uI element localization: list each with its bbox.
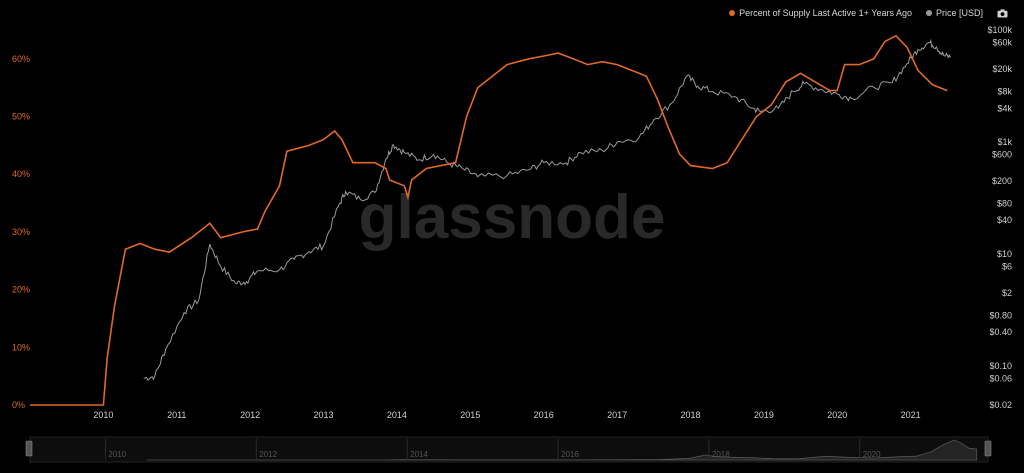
legend-price-label: Price [USD] xyxy=(935,8,983,18)
right-tick-label: $0.10 xyxy=(989,361,1012,371)
navigator-tick-label: 2016 xyxy=(561,450,579,459)
left-tick-label: 20% xyxy=(12,285,30,295)
right-tick-label: $60k xyxy=(992,37,1012,47)
navigator-left-handle[interactable] xyxy=(25,440,33,457)
navigator-right-handle[interactable] xyxy=(984,440,992,457)
right-tick-label: $0.02 xyxy=(989,400,1012,410)
left-axis: 0% 10% 20% 30% 40% 50% 60% xyxy=(12,54,30,410)
navigator-series xyxy=(146,439,978,461)
right-tick-label: $20k xyxy=(992,64,1012,74)
x-tick-label: 2019 xyxy=(754,410,774,420)
x-tick-label: 2010 xyxy=(93,410,113,420)
right-tick-label: $6 xyxy=(1002,261,1012,271)
x-tick-label: 2014 xyxy=(387,410,407,420)
right-tick-label: $2 xyxy=(1002,288,1012,298)
supply-dot-icon xyxy=(729,10,736,16)
right-tick-label: $0.06 xyxy=(989,373,1012,383)
left-tick-label: 40% xyxy=(12,169,30,179)
x-axis: 2010 2011 2012 2013 2014 2015 2016 2017 2018 2019… xyxy=(93,410,920,420)
right-tick-label: $0.80 xyxy=(989,310,1012,320)
left-tick-label: 60% xyxy=(12,54,30,64)
x-tick-label: 2018 xyxy=(680,410,700,420)
right-tick-label: $100k xyxy=(987,25,1012,35)
navigator-tick-label: 2018 xyxy=(712,450,730,459)
legend-item-supply[interactable]: Percent of Supply Last Active 1+ Years A… xyxy=(729,8,912,18)
left-tick-label: 0% xyxy=(12,400,25,410)
navigator-tick-label: 2020 xyxy=(863,450,881,459)
x-tick-label: 2012 xyxy=(240,410,260,420)
right-tick-label: $8k xyxy=(997,86,1012,96)
left-tick-label: 10% xyxy=(12,342,30,352)
right-tick-label: $10 xyxy=(997,249,1012,259)
x-tick-label: 2015 xyxy=(460,410,480,420)
right-tick-label: $1k xyxy=(997,137,1012,147)
x-tick-label: 2020 xyxy=(827,410,847,420)
watermark-text: glassnode xyxy=(359,183,666,252)
navigator-ticks: 2010 2012 2014 2016 2018 2020 xyxy=(104,439,881,460)
x-tick-label: 2011 xyxy=(167,410,186,420)
navigator-tick-label: 2014 xyxy=(410,450,428,459)
right-tick-label: $600 xyxy=(992,149,1012,159)
camera-icon[interactable] xyxy=(997,8,1008,18)
right-tick-label: $4k xyxy=(997,103,1012,113)
left-tick-label: 30% xyxy=(12,227,30,237)
x-tick-label: 2013 xyxy=(314,410,334,420)
legend-item-price[interactable]: Price [USD] xyxy=(925,8,983,18)
x-tick-label: 2021 xyxy=(901,410,921,420)
right-tick-label: $80 xyxy=(997,198,1012,208)
right-tick-label: $40 xyxy=(997,215,1012,225)
left-tick-label: 50% xyxy=(12,112,30,122)
price-dot-icon xyxy=(925,10,932,16)
price-series-line xyxy=(143,38,951,381)
navigator-tick-label: 2010 xyxy=(108,450,126,459)
chart-legend: Percent of Supply Last Active 1+ Years A… xyxy=(729,8,1008,18)
supply-series-line xyxy=(30,34,948,406)
range-navigator[interactable]: 2010 2012 2014 2016 2018 2020 xyxy=(25,436,992,463)
x-tick-label: 2016 xyxy=(534,410,554,420)
legend-supply-label: Percent of Supply Last Active 1+ Years A… xyxy=(739,8,912,18)
right-tick-label: $200 xyxy=(992,176,1012,186)
right-tick-label: $0.40 xyxy=(989,327,1012,337)
right-axis: $0.02 $0.06 $0.10 $0.40 $0.80 $2 $6 $10 $40 $80 $2… xyxy=(987,25,1012,410)
navigator-tick-label: 2012 xyxy=(259,450,277,459)
x-tick-label: 2017 xyxy=(607,410,627,420)
